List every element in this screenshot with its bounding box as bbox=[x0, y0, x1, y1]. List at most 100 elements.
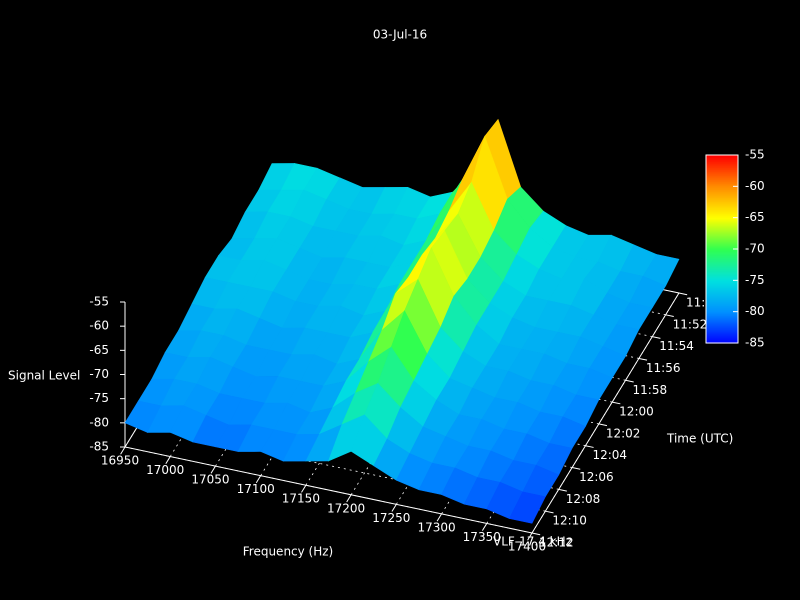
colorbar-swatch bbox=[706, 165, 738, 168]
colorbar-tick-label: -70 bbox=[745, 242, 765, 256]
colorbar-swatch bbox=[706, 287, 738, 290]
colorbar-swatch bbox=[706, 241, 738, 244]
x-tick-label: 17100 bbox=[237, 482, 275, 496]
colorbar-swatch bbox=[706, 307, 738, 310]
colorbar-tick-label: -85 bbox=[745, 336, 765, 350]
colorbar-swatch bbox=[706, 215, 738, 218]
y-tick-label: 12:02 bbox=[606, 426, 641, 440]
colorbar-swatch bbox=[706, 247, 738, 250]
colorbar-swatch bbox=[706, 259, 738, 262]
annotation: VLF-17.4 kHz bbox=[493, 535, 572, 549]
x-tick-label: 17000 bbox=[146, 463, 184, 477]
colorbar-swatch bbox=[706, 249, 738, 252]
colorbar-swatch bbox=[706, 171, 738, 174]
y-tick-label: 12:00 bbox=[619, 405, 654, 419]
colorbar-tick-label: -60 bbox=[745, 179, 765, 193]
x-tick-label: 17050 bbox=[191, 473, 229, 487]
surface-cell bbox=[508, 491, 546, 524]
colorbar-swatch bbox=[706, 203, 738, 206]
colorbar-swatch bbox=[706, 271, 738, 274]
x-tick-label: 16950 bbox=[101, 454, 139, 468]
y-tick bbox=[598, 423, 608, 427]
y-tick bbox=[652, 336, 661, 339]
colorbar-swatch bbox=[706, 179, 738, 182]
z-tick-label: -60 bbox=[89, 319, 109, 333]
colorbar-swatch bbox=[706, 333, 738, 336]
colorbar-tick-label: -55 bbox=[745, 148, 765, 162]
colorbar-swatch bbox=[706, 305, 738, 308]
colorbar-swatch bbox=[706, 339, 738, 342]
y-tick-label: 12:04 bbox=[592, 448, 627, 462]
grid-line bbox=[531, 292, 680, 534]
colorbar-swatch bbox=[706, 317, 738, 320]
x-tick-label: 17200 bbox=[327, 501, 365, 515]
colorbar-swatch bbox=[706, 285, 738, 288]
colorbar-swatch bbox=[706, 279, 738, 282]
colorbar-swatch bbox=[706, 283, 738, 286]
colorbar-swatch bbox=[706, 155, 738, 158]
x-tick bbox=[255, 475, 262, 484]
x-tick bbox=[527, 532, 533, 541]
colorbar-swatch bbox=[706, 309, 738, 312]
colorbar-swatch bbox=[706, 211, 738, 214]
colorbar-swatch bbox=[706, 219, 738, 222]
colorbar-swatch bbox=[706, 275, 738, 278]
colorbar-swatch bbox=[706, 167, 738, 170]
colorbar-swatch bbox=[706, 293, 738, 296]
colorbar-swatch bbox=[706, 227, 738, 230]
colorbar-swatch bbox=[706, 281, 738, 284]
colorbar-swatch bbox=[706, 325, 738, 328]
y-tick-label: 11:56 bbox=[646, 361, 681, 375]
x-tick bbox=[436, 513, 442, 522]
colorbar-swatch bbox=[706, 199, 738, 202]
colorbar-swatch bbox=[706, 161, 738, 164]
y-tick bbox=[625, 379, 634, 383]
colorbar-swatch bbox=[706, 261, 738, 264]
y-tick bbox=[545, 510, 554, 514]
y-tick bbox=[665, 314, 674, 318]
z-tick-label: -80 bbox=[89, 415, 109, 429]
y-axis-title: Time (UTC) bbox=[666, 432, 733, 446]
colorbar-tick-label: -80 bbox=[745, 304, 765, 318]
colorbar-swatch bbox=[706, 229, 738, 232]
colorbar-swatch bbox=[706, 225, 738, 228]
y-tick bbox=[612, 401, 621, 405]
x-tick bbox=[165, 456, 171, 465]
colorbar-swatch bbox=[706, 263, 738, 266]
colorbar-swatch bbox=[706, 303, 738, 306]
colorbar-swatch bbox=[706, 327, 738, 330]
colorbar-swatch bbox=[706, 201, 738, 204]
x-tick bbox=[301, 484, 307, 493]
x-tick-label: 17350 bbox=[463, 530, 501, 544]
z-tick-label: -75 bbox=[89, 391, 109, 405]
colorbar-swatch bbox=[706, 205, 738, 208]
colorbar-swatch bbox=[706, 189, 738, 192]
colorbar-swatch bbox=[706, 301, 738, 304]
x-tick bbox=[481, 523, 488, 531]
y-tick-label: 12:12 bbox=[539, 536, 574, 550]
colorbar-swatch bbox=[706, 239, 738, 242]
colorbar-swatch bbox=[706, 209, 738, 212]
colorbar-swatch bbox=[706, 207, 738, 210]
colorbar-swatch bbox=[706, 323, 738, 326]
colorbar-swatch bbox=[706, 177, 738, 180]
colorbar-swatch bbox=[706, 221, 738, 224]
colorbar-swatch bbox=[706, 223, 738, 226]
z-tick-label: -55 bbox=[89, 295, 109, 309]
colorbar-swatch bbox=[706, 193, 738, 196]
x-tick-label: 17250 bbox=[372, 511, 410, 525]
colorbar-swatch bbox=[706, 243, 738, 246]
colorbar-swatch bbox=[706, 311, 738, 314]
z-tick-label: -70 bbox=[89, 367, 109, 381]
colorbar-swatch bbox=[706, 251, 738, 254]
x-tick-label: 17400 bbox=[508, 540, 546, 554]
colorbar-swatch bbox=[706, 169, 738, 172]
z-axis-title: Signal Level bbox=[8, 369, 80, 383]
chart-title: 03-Jul-16 bbox=[373, 28, 427, 42]
colorbar-swatch bbox=[706, 237, 738, 240]
colorbar-swatch bbox=[706, 331, 738, 334]
y-tick bbox=[571, 467, 581, 470]
colorbar-swatch bbox=[706, 319, 738, 322]
colorbar-swatch bbox=[706, 197, 738, 200]
